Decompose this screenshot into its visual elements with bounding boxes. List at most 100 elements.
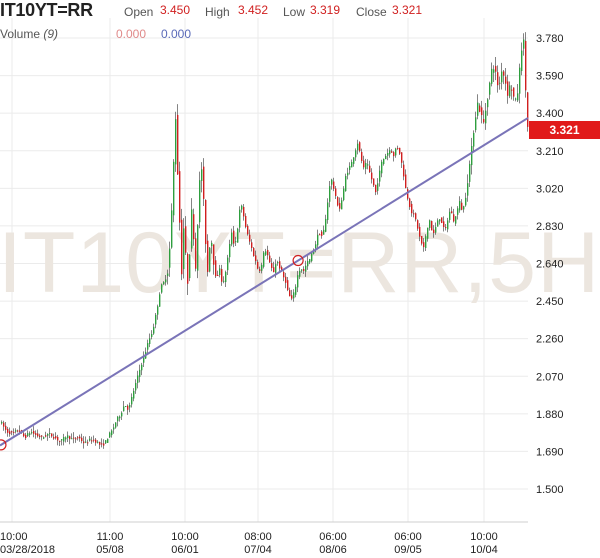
candle-body xyxy=(389,150,391,155)
candle-body xyxy=(13,431,15,433)
candle-body xyxy=(267,249,269,256)
candle-body xyxy=(455,216,457,224)
y-tick-label: 3.400 xyxy=(536,108,564,120)
candle-body xyxy=(397,148,399,150)
candle-body xyxy=(473,132,475,147)
candle-body xyxy=(385,155,387,160)
candle-body xyxy=(237,228,239,243)
candle-body xyxy=(271,263,273,268)
candle-body xyxy=(457,208,459,215)
candle-body xyxy=(35,433,37,435)
candle-body xyxy=(465,197,467,206)
x-tick-time: 06:00 xyxy=(394,531,422,543)
candle-body xyxy=(303,269,305,271)
candle-body xyxy=(199,180,201,223)
candle-body xyxy=(513,87,515,97)
candle-body xyxy=(289,290,291,297)
candle-body xyxy=(139,369,141,377)
candle-body xyxy=(479,105,481,112)
candle-body xyxy=(331,179,333,185)
candle-body xyxy=(297,275,299,288)
candle-body xyxy=(191,209,193,249)
candle-body xyxy=(277,262,279,264)
candle-body xyxy=(421,235,423,244)
trendline[interactable] xyxy=(0,117,529,451)
candle-body xyxy=(453,214,455,222)
candle-body xyxy=(503,71,505,76)
candle-body xyxy=(433,229,435,233)
candle-body xyxy=(357,143,359,151)
candle-body xyxy=(99,441,101,445)
candle-body xyxy=(77,437,79,439)
candle-body xyxy=(461,202,463,210)
candle-body xyxy=(71,438,73,440)
candle-body xyxy=(527,92,529,127)
candle-body xyxy=(501,71,503,83)
candle-body xyxy=(519,67,521,94)
candle-body xyxy=(341,200,343,210)
x-tick-date: 05/08 xyxy=(96,544,124,556)
candle-body xyxy=(259,269,261,271)
x-axis: 10:0003/28/201811:0005/0810:0006/0108:00… xyxy=(0,531,498,556)
candle-body xyxy=(335,188,337,196)
candle-body xyxy=(167,273,169,277)
candle-body xyxy=(209,247,211,272)
candle-body xyxy=(403,164,405,177)
candle-body xyxy=(391,151,393,153)
candle-body xyxy=(101,443,103,445)
candle-body xyxy=(373,178,375,186)
candle-body xyxy=(231,232,233,245)
x-tick-time: 10:00 xyxy=(171,531,199,543)
candle-body xyxy=(423,242,425,248)
candle-body xyxy=(159,294,161,307)
candle-body xyxy=(241,205,243,210)
candle-body xyxy=(147,343,149,350)
x-tick-time: 08:00 xyxy=(244,531,272,543)
candle-body xyxy=(133,390,135,399)
candle-body xyxy=(5,425,7,430)
candle-body xyxy=(511,89,513,91)
candle-body xyxy=(269,255,271,263)
candle-body xyxy=(171,210,173,248)
candle-body xyxy=(509,85,511,97)
candle-body xyxy=(189,254,191,279)
candle-body xyxy=(415,213,417,220)
candle-body xyxy=(169,248,171,268)
candle-body xyxy=(475,117,477,131)
candle-body xyxy=(425,236,427,249)
candle-body xyxy=(43,437,45,439)
candle-body xyxy=(117,416,119,422)
candle-body xyxy=(429,220,431,228)
candle-body xyxy=(177,114,179,175)
candle-body xyxy=(205,200,207,245)
candle-body xyxy=(87,442,89,444)
candle-body xyxy=(263,252,265,267)
candle-body xyxy=(305,265,307,272)
candle-body xyxy=(157,306,159,315)
candle-body xyxy=(363,160,365,168)
candle-body xyxy=(113,427,115,430)
last-price-badge: 3.321 xyxy=(529,121,600,139)
candle-body xyxy=(283,271,285,278)
candle-body xyxy=(1,421,3,424)
low-value: 3.319 xyxy=(310,3,341,17)
candle-body xyxy=(129,405,131,408)
high-label: High xyxy=(205,5,230,19)
candle-body xyxy=(365,163,367,170)
candle-body xyxy=(183,228,185,270)
candle-body xyxy=(23,433,25,437)
candle-body xyxy=(383,158,385,164)
candle-body xyxy=(471,146,473,166)
candle-body xyxy=(399,147,401,154)
candle-body xyxy=(409,198,411,208)
candle-body xyxy=(339,203,341,209)
candle-body xyxy=(29,433,31,435)
candle-body xyxy=(115,422,117,428)
candle-body xyxy=(75,438,77,440)
y-tick-label: 2.260 xyxy=(536,334,564,346)
candle-body xyxy=(293,292,295,299)
x-tick-date: 09/05 xyxy=(394,544,422,556)
candle-body xyxy=(395,148,397,156)
candle-body xyxy=(459,201,461,211)
